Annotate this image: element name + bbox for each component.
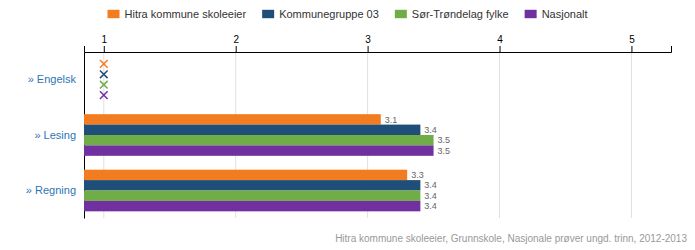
missing-marker <box>100 81 108 89</box>
plot: 12345» Engelsk» Lesing» Regning3.13.33.4… <box>26 34 672 219</box>
missing-marker <box>100 70 108 78</box>
data-labels: 3.13.33.43.43.53.43.53.4 <box>385 115 450 212</box>
tick: » Regning <box>26 184 84 196</box>
data-label: 3.5 <box>438 146 451 156</box>
data-label: 3.4 <box>424 191 437 201</box>
tick-label: 5 <box>629 34 635 45</box>
legend-swatch <box>262 10 274 18</box>
category-label: » Engelsk <box>28 73 77 85</box>
bar <box>84 201 420 211</box>
legend: Hitra kommune skoleeier Kommunegruppe 03 S… <box>108 8 588 20</box>
data-label: 3.5 <box>438 135 451 145</box>
missing-marker <box>100 60 108 68</box>
x-axis: 1 2 3 4 5 <box>85 34 672 53</box>
chart: 12345» Engelsk» Lesing» Regning3.13.33.4… <box>0 0 695 250</box>
tick: 5 <box>629 34 635 52</box>
tick: » Engelsk <box>28 73 84 85</box>
data-label: 3.4 <box>424 201 437 211</box>
category-label: » Lesing <box>34 129 76 141</box>
category-label: » Regning <box>26 184 76 196</box>
legend-item: Sør-Trøndelag fylke <box>395 8 509 20</box>
bar <box>84 125 420 135</box>
legend-label: Sør-Trøndelag fylke <box>412 8 509 20</box>
grid-line <box>499 52 500 218</box>
data-label: 3.1 <box>385 115 398 125</box>
tick: 3 <box>365 34 371 52</box>
tick-label: 3 <box>365 34 371 45</box>
data-label: 3.4 <box>424 180 437 190</box>
tick: 2 <box>233 34 239 52</box>
legend-item: Kommunegruppe 03 <box>262 8 379 20</box>
bar <box>84 180 420 190</box>
bar <box>84 114 381 124</box>
y-axis: » Engelsk » Lesing » Regning <box>26 53 85 219</box>
tick-mark <box>104 46 105 52</box>
tick: 1 <box>102 34 108 52</box>
grid-line <box>631 52 632 218</box>
tick-mark <box>500 46 501 52</box>
tick-label: 1 <box>102 34 108 45</box>
tick-label: 4 <box>497 34 503 45</box>
legend-label: Nasjonalt <box>542 8 588 20</box>
bar <box>84 191 420 201</box>
legend-item: Nasjonalt <box>525 8 588 20</box>
legend-swatch <box>108 10 120 18</box>
data-label: 3.3 <box>411 170 424 180</box>
tick-mark <box>631 46 632 52</box>
legend-label: Kommunegruppe 03 <box>279 8 379 20</box>
legend-swatch <box>395 10 407 18</box>
tick-mark <box>236 46 237 52</box>
legend-swatch <box>525 10 537 18</box>
bar <box>84 170 407 180</box>
subtitle: Hitra kommune skoleeier, Grunnskole, Nas… <box>335 233 687 244</box>
bar <box>84 145 434 155</box>
legend-label: Hitra kommune skoleeier <box>125 8 247 20</box>
data-label: 3.4 <box>424 125 437 135</box>
tick-label: 2 <box>233 34 239 45</box>
bar <box>84 135 434 145</box>
tick: 4 <box>497 34 503 52</box>
tick: » Lesing <box>34 129 84 141</box>
bars <box>84 60 434 211</box>
missing-marker <box>100 91 108 99</box>
legend-item: Hitra kommune skoleeier <box>108 8 247 20</box>
axis-line <box>85 46 672 53</box>
tick-mark <box>368 46 369 52</box>
